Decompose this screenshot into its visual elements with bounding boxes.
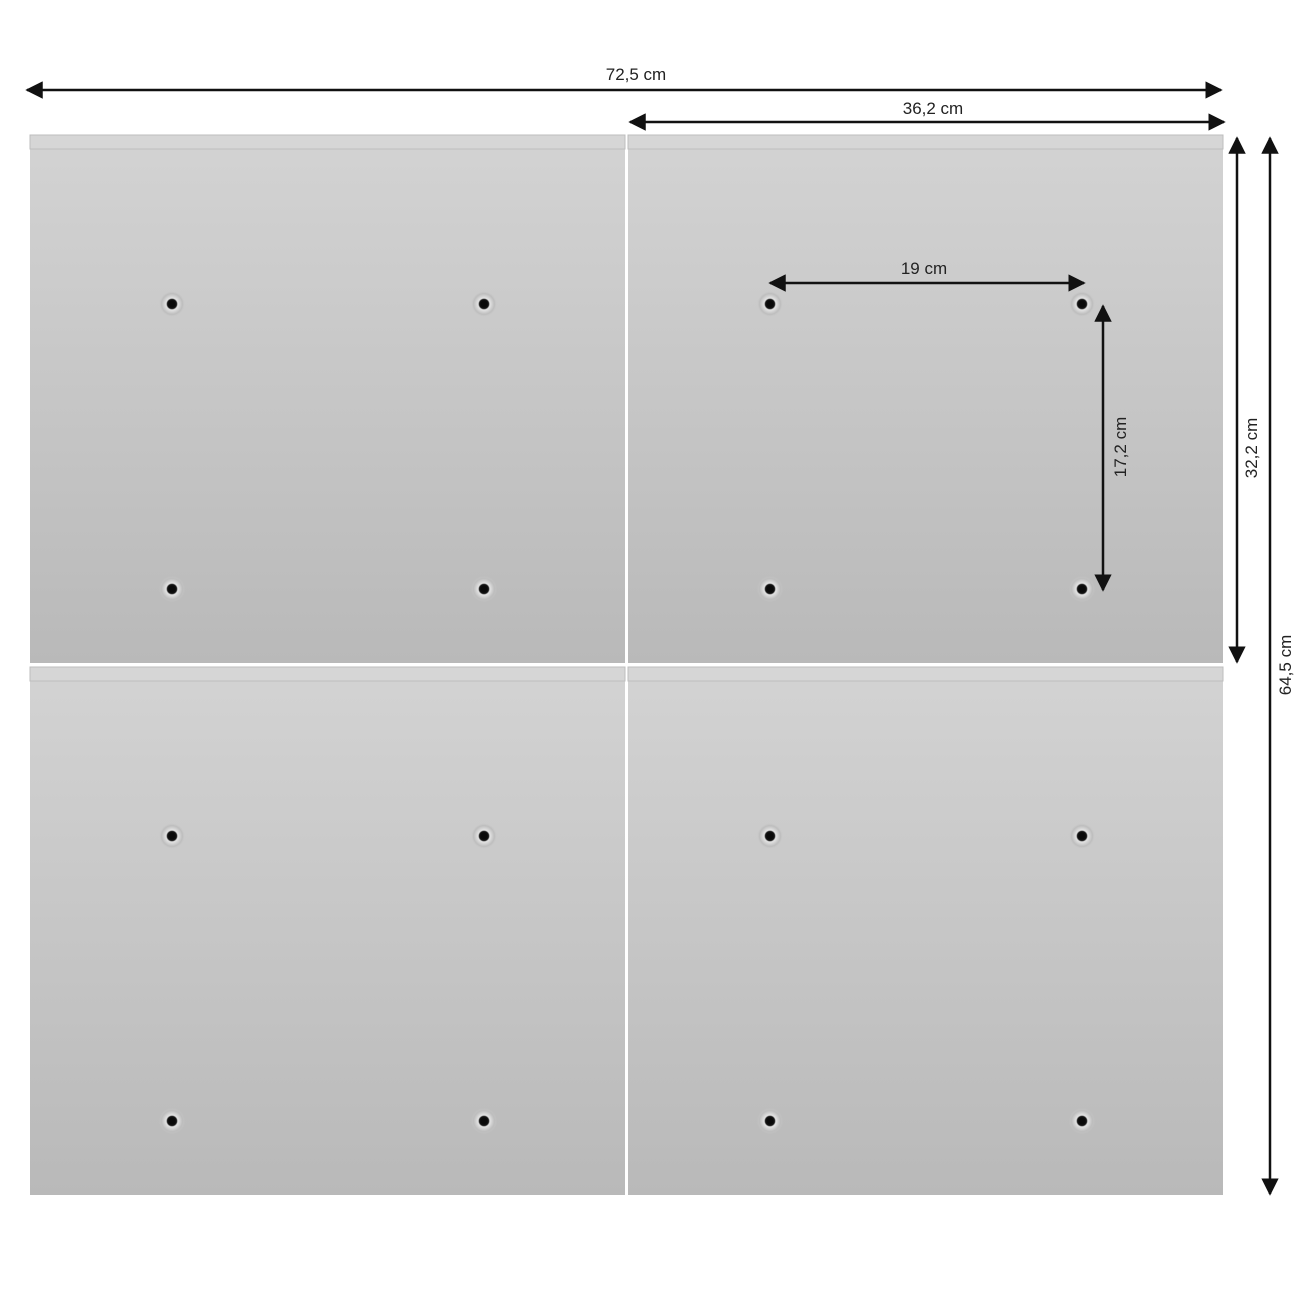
panel-top-right xyxy=(627,134,1224,663)
mounting-hole-center xyxy=(766,832,774,840)
mounting-hole-center xyxy=(480,832,488,840)
hole-spacing-horizontal-label: 19 cm xyxy=(901,259,947,278)
panel-face xyxy=(30,667,625,1195)
mounting-hole-center xyxy=(766,1117,774,1125)
dimension-hole-spacing-vertical: 17,2 cm xyxy=(1094,304,1130,592)
panel-width-label: 36,2 cm xyxy=(903,99,963,118)
panel-bottom-left xyxy=(29,666,626,1195)
panel-bottom-right xyxy=(627,666,1224,1195)
mounting-hole-center xyxy=(1078,1117,1086,1125)
mounting-hole-center xyxy=(480,585,488,593)
dimension-panel-height: 32,2 cm xyxy=(1228,136,1261,664)
mounting-hole-center xyxy=(168,300,176,308)
mounting-hole-center xyxy=(168,585,176,593)
total-width-label: 72,5 cm xyxy=(606,65,666,84)
panel-top-rail xyxy=(627,134,1224,150)
mounting-hole-center xyxy=(480,1117,488,1125)
panel-top-rail xyxy=(29,134,626,150)
mounting-hole-center xyxy=(480,300,488,308)
dimension-hole-spacing-horizontal: 19 cm xyxy=(768,259,1086,292)
panel-face xyxy=(628,135,1223,663)
dimension-total-width: 72,5 cm xyxy=(25,65,1223,99)
mounting-hole-center xyxy=(766,585,774,593)
panel-top-rail xyxy=(627,666,1224,682)
panel-top-rail xyxy=(29,666,626,682)
mounting-hole-center xyxy=(766,300,774,308)
panel-face xyxy=(30,135,625,663)
dimension-panel-width: 36,2 cm xyxy=(628,99,1226,131)
mounting-hole-center xyxy=(168,1117,176,1125)
dimension-total-height: 64,5 cm xyxy=(1261,136,1295,1196)
panel-top-left xyxy=(29,134,626,663)
mounting-hole-center xyxy=(1078,585,1086,593)
mounting-hole-center xyxy=(1078,832,1086,840)
total-height-label: 64,5 cm xyxy=(1276,635,1295,695)
panel-face xyxy=(628,667,1223,1195)
mounting-hole-center xyxy=(1078,300,1086,308)
panel-height-label: 32,2 cm xyxy=(1242,418,1261,478)
hole-spacing-vertical-label: 17,2 cm xyxy=(1111,417,1130,477)
mounting-hole-center xyxy=(168,832,176,840)
